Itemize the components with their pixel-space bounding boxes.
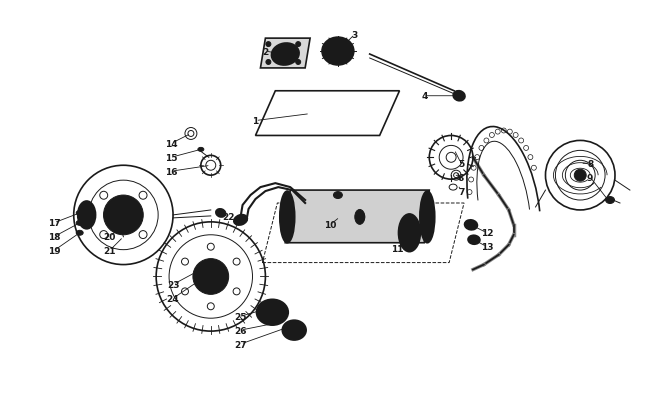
Text: 5: 5	[458, 160, 464, 168]
Polygon shape	[261, 39, 310, 69]
Text: 2: 2	[263, 47, 268, 56]
Circle shape	[103, 196, 143, 235]
Text: 24: 24	[167, 294, 179, 303]
Text: 8: 8	[587, 160, 593, 168]
Ellipse shape	[280, 192, 294, 243]
Ellipse shape	[465, 220, 477, 230]
Ellipse shape	[420, 192, 435, 243]
Ellipse shape	[76, 231, 83, 236]
Text: 23: 23	[167, 280, 179, 289]
Circle shape	[193, 259, 229, 294]
Ellipse shape	[355, 210, 365, 225]
Ellipse shape	[292, 328, 296, 332]
Ellipse shape	[76, 221, 83, 226]
Text: 10: 10	[324, 221, 336, 230]
Text: 22: 22	[222, 213, 235, 222]
Ellipse shape	[234, 215, 248, 226]
Ellipse shape	[453, 92, 465, 102]
Text: 25: 25	[235, 312, 247, 321]
Polygon shape	[285, 191, 429, 243]
Text: 3: 3	[352, 31, 358, 40]
Text: 18: 18	[47, 233, 60, 242]
Text: 12: 12	[480, 229, 493, 238]
Text: 1: 1	[252, 117, 259, 126]
Ellipse shape	[216, 209, 226, 217]
Text: 13: 13	[480, 243, 493, 252]
Ellipse shape	[119, 225, 124, 229]
Text: 6: 6	[458, 173, 464, 182]
Circle shape	[203, 269, 219, 285]
Text: 20: 20	[103, 233, 116, 242]
Text: 19: 19	[47, 247, 60, 256]
Ellipse shape	[398, 214, 421, 252]
Circle shape	[296, 43, 301, 47]
Text: 9: 9	[587, 173, 593, 182]
Text: 7: 7	[458, 187, 464, 196]
Text: 21: 21	[103, 247, 116, 256]
Ellipse shape	[257, 300, 288, 325]
Circle shape	[266, 43, 271, 47]
Ellipse shape	[198, 148, 204, 152]
Text: 14: 14	[164, 140, 177, 149]
Ellipse shape	[76, 211, 83, 216]
Circle shape	[266, 60, 271, 65]
Ellipse shape	[468, 236, 480, 245]
Ellipse shape	[333, 192, 343, 199]
Circle shape	[575, 170, 586, 182]
Ellipse shape	[282, 320, 306, 340]
Text: 4: 4	[421, 92, 428, 101]
Ellipse shape	[606, 197, 614, 204]
Ellipse shape	[78, 202, 96, 229]
Ellipse shape	[322, 38, 354, 66]
Text: 27: 27	[234, 340, 247, 349]
Text: 26: 26	[235, 326, 247, 335]
Circle shape	[116, 207, 131, 223]
Text: 17: 17	[47, 219, 60, 228]
Ellipse shape	[272, 44, 299, 66]
Text: 15: 15	[165, 153, 177, 162]
Circle shape	[296, 60, 301, 65]
Text: 16: 16	[165, 167, 177, 176]
Text: 11: 11	[391, 245, 404, 254]
